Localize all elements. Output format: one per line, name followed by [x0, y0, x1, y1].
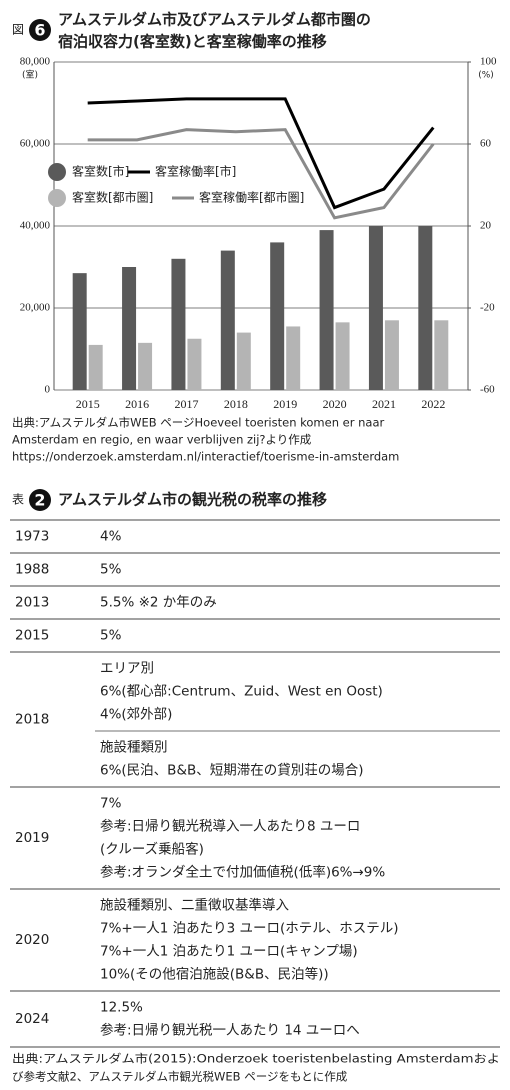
x-tick-label: 2017: [174, 397, 198, 411]
bar: [171, 258, 186, 390]
y-tick-label: 60,000: [20, 138, 51, 150]
table-cell: 7%+一人1 泊あたり1 ユーロ(キャンプ場): [100, 944, 358, 960]
legend-swatch: [48, 163, 66, 181]
table-label: 表: [12, 493, 24, 507]
figure-number: 6: [34, 21, 45, 40]
table-cell: 5%: [100, 562, 122, 578]
table-cell: 12.5%: [100, 1000, 143, 1016]
x-tick-label: 2020: [323, 397, 347, 411]
bar: [286, 326, 301, 390]
legend-label: 客室数[市]: [72, 164, 129, 179]
bar: [384, 320, 399, 390]
x-tick-label: 2021: [372, 397, 396, 411]
table-cell: 7%+一人1 泊あたり3 ユーロ(ホテル、ホステル): [100, 921, 399, 937]
figure-source: https://onderzoek.amsterdam.nl/interacti…: [12, 450, 399, 464]
table-year: 2013: [15, 595, 49, 611]
y2-tick-label: 100: [480, 56, 497, 68]
table-title: アムステルダム市の観光税の税率の推移: [58, 491, 327, 509]
table-number: 2: [34, 491, 45, 510]
table-cell: 4%: [100, 529, 122, 545]
table-year: 2024: [15, 1011, 49, 1027]
bar: [138, 342, 153, 390]
table-cell: 6%(民泊、B&B、短期滞在の貸別荘の場合): [100, 763, 364, 779]
table-cell: 参考:日帰り観光税導入一人あたり8 ユーロ: [100, 818, 360, 835]
legend-swatch: [48, 189, 66, 207]
bar: [72, 273, 87, 390]
x-tick-label: 2018: [224, 397, 248, 411]
y-tick-label: 80,000: [20, 56, 51, 68]
y-tick-label: 20,000: [20, 302, 51, 314]
table-cell: 施設種類別: [100, 740, 168, 756]
bar: [220, 250, 235, 390]
bar: [368, 226, 383, 390]
y2-tick-label: 20: [480, 220, 492, 232]
table-year: 2018: [15, 712, 49, 728]
bar: [418, 226, 433, 390]
x-tick-label: 2015: [76, 397, 100, 411]
line-series: [87, 128, 435, 220]
table-cell: 10%(その他宿泊施設(B&B、民泊等)): [100, 966, 329, 983]
y2-unit: (%): [478, 71, 494, 81]
bar: [319, 230, 334, 390]
bar: [122, 267, 137, 390]
y-tick-label: 40,000: [20, 220, 51, 232]
bar: [434, 320, 449, 390]
figure-title: アムステルダム市及びアムステルダム都市圏の: [58, 11, 371, 29]
legend-label: 客室稼働率[都市圏]: [199, 190, 304, 205]
figure-label: 図: [12, 23, 24, 37]
line-series: [87, 97, 435, 210]
table-year: 2015: [15, 628, 49, 644]
y2-tick-label: -20: [480, 302, 495, 314]
figure-source: 出典:アムステルダム市WEB ページHoeveel toeristen kome…: [12, 416, 384, 430]
x-tick-label: 2022: [421, 397, 445, 411]
table-cell: (クルーズ乗船客): [100, 841, 204, 858]
table-year: 1973: [15, 529, 49, 545]
table-year: 2019: [15, 830, 49, 846]
y2-tick-label: 60: [480, 138, 492, 150]
bar: [187, 338, 202, 390]
figure-number-badge: [29, 19, 51, 41]
figure-title: 宿泊収容力(客室数)と客室稼働率の推移: [58, 33, 327, 51]
table-year: 2020: [15, 932, 49, 948]
table-cell: 6%(都心部:Centrum、Zuid、West en Oost): [100, 684, 383, 700]
table-cell: 参考:日帰り観光税一人あたり 14 ユーロへ: [100, 1022, 360, 1039]
table-cell: 7%: [100, 796, 122, 812]
legend-label: 客室数[都市圏]: [72, 190, 153, 205]
y-unit: (室): [22, 69, 38, 81]
x-tick-label: 2016: [125, 397, 149, 411]
table-cell: 5.5% ※2 か年のみ: [100, 595, 217, 611]
x-tick-label: 2019: [273, 397, 297, 411]
table-year: 1988: [15, 562, 49, 578]
bar: [270, 242, 285, 390]
bar: [88, 344, 103, 390]
y2-tick-label: -60: [480, 384, 495, 396]
table-source: び参考文献2、アムステルダム市観光税WEB ページをもとに作成: [12, 1070, 348, 1084]
table-source: 出典:アムステルダム市(2015):Onderzoek toeristenbel…: [12, 1052, 500, 1066]
figure-source: Amsterdam en regio, en waar verblijven z…: [12, 433, 312, 447]
y-tick-label: 0: [45, 384, 51, 396]
table-cell: 4%(郊外部): [100, 706, 172, 723]
legend-label: 客室稼働率[市]: [155, 164, 236, 179]
table-cell: エリア別: [100, 661, 154, 677]
table-number-badge: [29, 489, 51, 511]
bar: [236, 332, 251, 390]
table-cell: 施設種類別、二重徴収基準導入: [100, 897, 289, 914]
bar: [335, 322, 350, 390]
table-cell: 5%: [100, 628, 122, 644]
table-cell: 参考:オランダ全土で付加価値税(低率)6%→9%: [100, 864, 385, 881]
